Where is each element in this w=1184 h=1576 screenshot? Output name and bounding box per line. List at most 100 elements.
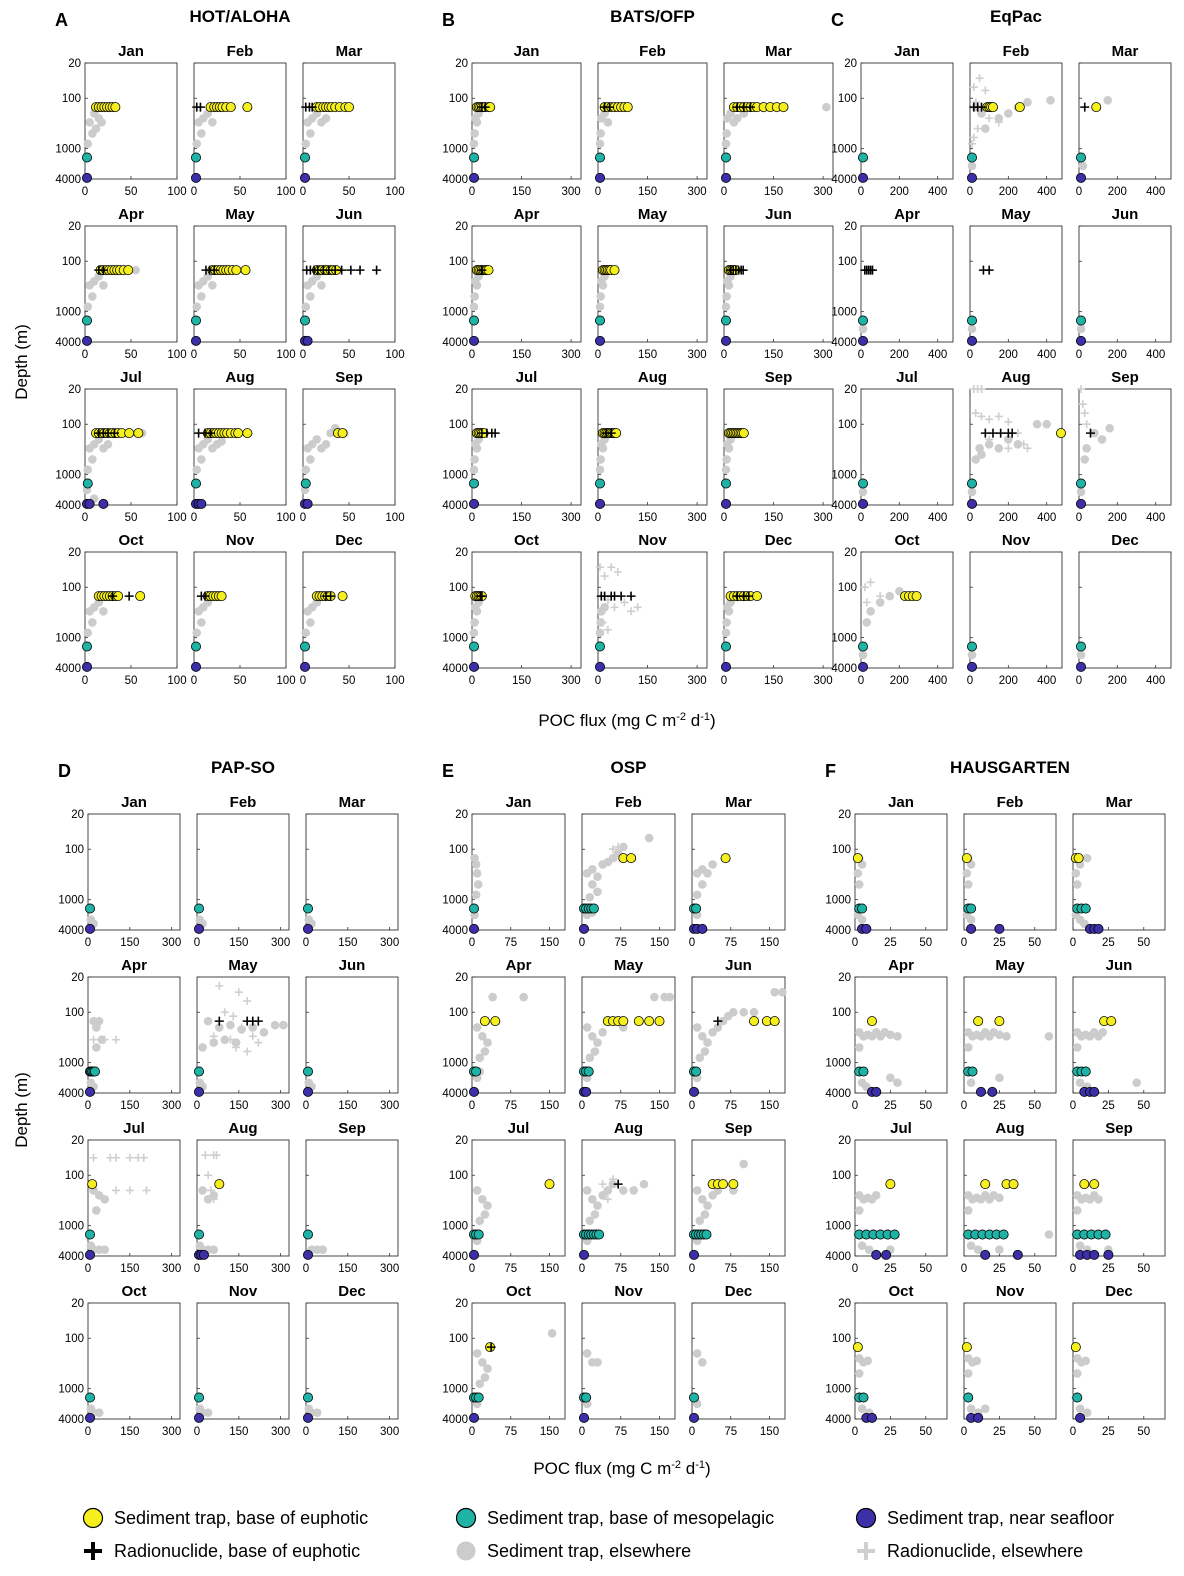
x-tick-label: 0 xyxy=(469,512,475,524)
plus-radionuclide xyxy=(486,1342,496,1352)
x-tick-label: 150 xyxy=(760,937,779,949)
plus-elsewhere xyxy=(1004,417,1013,426)
x-tick-label: 75 xyxy=(724,937,737,949)
plus-elsewhere xyxy=(111,1186,120,1195)
x-tick-label: 300 xyxy=(162,937,181,949)
plus-elsewhere xyxy=(968,139,976,148)
month-title: Apr xyxy=(506,957,532,974)
point-elsewhere xyxy=(1072,880,1082,889)
x-tick-label: 150 xyxy=(540,1426,559,1438)
point-mesopelagic xyxy=(1080,903,1091,914)
point-elsewhere xyxy=(197,455,206,464)
month-title: Jan xyxy=(888,794,914,811)
point-seafloor xyxy=(468,335,479,346)
point-elsewhere xyxy=(598,1027,607,1037)
x-tick-label: 400 xyxy=(1037,349,1056,361)
x-tick-label: 0 xyxy=(469,1426,475,1438)
y-tick-label: 20 xyxy=(844,58,857,70)
x-tick-label: 150 xyxy=(650,1426,669,1438)
point-euphotic xyxy=(738,428,749,439)
x-tick-label: 100 xyxy=(385,512,404,524)
x-tick-label: 100 xyxy=(167,349,186,361)
point-elsewhere xyxy=(695,1216,705,1226)
point-mesopelagic xyxy=(721,315,732,326)
point-seafloor xyxy=(190,335,201,346)
x-tick-label: 0 xyxy=(1070,1100,1076,1112)
y-tick-label: 100 xyxy=(62,256,81,268)
x-tick-label: 0 xyxy=(689,1100,695,1112)
plus-elsewhere xyxy=(226,1035,235,1044)
y-tick-label: 4000 xyxy=(831,500,857,512)
plus-radionuclide xyxy=(124,591,134,601)
point-euphotic xyxy=(980,1179,991,1190)
point-seafloor xyxy=(967,498,978,509)
point-elsewhere xyxy=(197,618,206,627)
point-elsewhere xyxy=(483,1038,492,1047)
point-seafloor xyxy=(1076,498,1087,509)
month-title: May xyxy=(1001,206,1031,223)
panel-letter: E xyxy=(442,761,454,781)
plot-frame xyxy=(854,1302,948,1420)
x-tick-label: 0 xyxy=(579,937,585,949)
plus-radionuclide xyxy=(616,591,626,601)
month-title: Jul xyxy=(120,369,142,386)
x-tick-label: 0 xyxy=(595,186,601,198)
y-tick-label: 4000 xyxy=(58,1251,84,1263)
plot-frame xyxy=(87,813,181,931)
point-elsewhere xyxy=(472,1023,482,1032)
x-tick-label: 0 xyxy=(961,1263,967,1275)
plot-frame xyxy=(87,1302,181,1420)
y-tick-label: 20 xyxy=(71,972,84,984)
y-tick-label: 20 xyxy=(68,58,81,70)
point-elsewhere xyxy=(1013,439,1023,449)
y-tick-label: 20 xyxy=(455,1298,468,1310)
point-elsewhere xyxy=(585,893,595,902)
point-elsewhere xyxy=(966,1404,976,1414)
plus-elsewhere xyxy=(633,603,642,612)
x-tick-label: 25 xyxy=(1102,1426,1115,1438)
point-elsewhere xyxy=(100,1245,110,1255)
month-title: Oct xyxy=(506,1283,531,1300)
month-title: Jul xyxy=(508,1120,530,1137)
x-tick-label: 0 xyxy=(858,675,864,687)
month-title: Nov xyxy=(996,1283,1025,1300)
month-title: Dec xyxy=(725,1283,753,1300)
x-tick-label: 25 xyxy=(884,1263,897,1275)
plot-frame xyxy=(305,1302,399,1420)
y-tick-label: 100 xyxy=(62,419,81,431)
x-tick-label: 75 xyxy=(614,1426,627,1438)
point-elsewhere xyxy=(857,915,867,925)
plot-frame xyxy=(196,1302,290,1420)
plot-frame xyxy=(969,62,1063,180)
point-mesopelagic xyxy=(473,1229,484,1240)
point-elsewhere xyxy=(639,1179,649,1189)
point-elsewhere xyxy=(770,987,779,997)
month-title: Apr xyxy=(121,957,147,974)
x-tick-label: 400 xyxy=(1146,349,1165,361)
plus-elsewhere xyxy=(977,412,986,421)
x-tick-label: 150 xyxy=(120,1263,139,1275)
x-tick-label: 75 xyxy=(724,1100,737,1112)
x-tick-label: 150 xyxy=(650,937,669,949)
x-tick-label: 75 xyxy=(504,1100,517,1112)
point-elsewhere xyxy=(306,129,315,138)
point-elsewhere xyxy=(749,1007,759,1017)
point-mesopelagic xyxy=(299,152,310,163)
point-elsewhere xyxy=(588,1031,597,1041)
y-tick-label: 1000 xyxy=(831,470,857,482)
point-seafloor xyxy=(1076,172,1087,183)
point-elsewhere xyxy=(279,1020,288,1030)
plot-frame xyxy=(471,551,582,669)
month-title: May xyxy=(225,206,255,223)
y-tick-label: 20 xyxy=(844,547,857,559)
point-elsewhere xyxy=(858,324,868,334)
x-tick-label: 75 xyxy=(614,937,627,949)
point-mesopelagic xyxy=(858,641,869,652)
plus-elsewhere xyxy=(111,1035,120,1044)
point-elsewhere xyxy=(724,443,734,453)
x-tick-label: 400 xyxy=(1037,186,1056,198)
month-title: Feb xyxy=(227,43,254,60)
point-elsewhere xyxy=(603,117,613,127)
plot-frame xyxy=(87,1139,181,1257)
x-tick-label: 300 xyxy=(687,675,706,687)
